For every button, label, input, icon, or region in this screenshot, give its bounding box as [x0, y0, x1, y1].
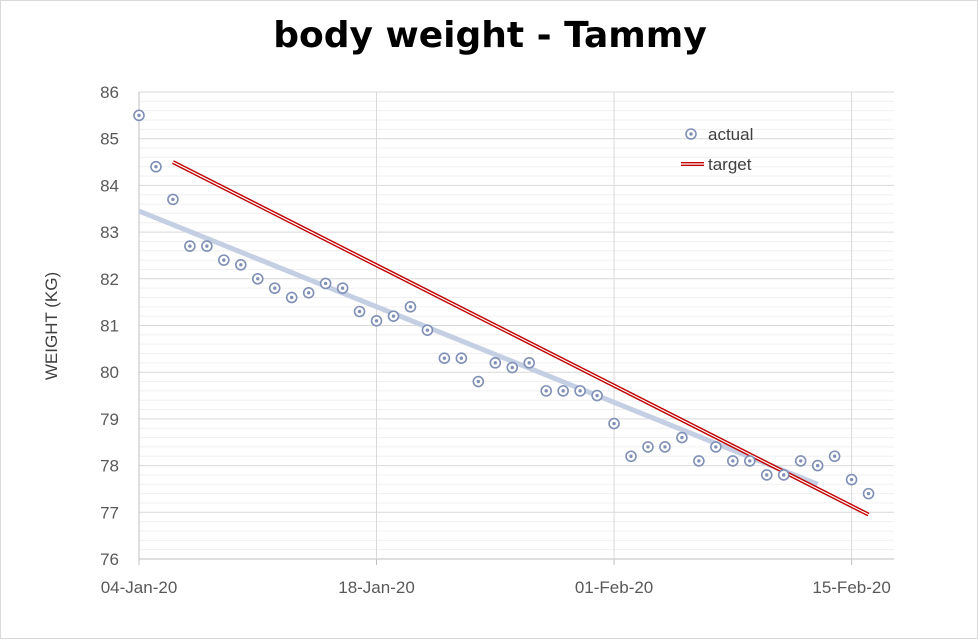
- actual-point: [625, 450, 637, 463]
- y-tick-label: 78: [100, 457, 119, 476]
- major-gridlines: [139, 91, 894, 560]
- actual-points-layer: [133, 109, 875, 500]
- x-tick-label: 15-Feb-20: [812, 578, 890, 597]
- actual-point: [234, 258, 247, 271]
- actual-point: [133, 109, 145, 122]
- actual-point: [251, 272, 264, 285]
- x-axis: 04-Jan-20 18-Jan-20 01-Feb-20 15-Feb-20: [101, 92, 891, 597]
- actual-point: [574, 385, 586, 397]
- actual-point: [676, 431, 688, 444]
- actual-point: [845, 473, 858, 486]
- y-tick-label: 81: [100, 317, 119, 336]
- y-tick-label: 80: [100, 363, 119, 382]
- actual-point: [455, 352, 468, 364]
- actual-point: [319, 277, 332, 290]
- actual-point: [710, 441, 722, 453]
- actual-point: [743, 455, 756, 467]
- actual-point: [693, 455, 705, 467]
- y-tick-label: 82: [100, 270, 119, 289]
- y-axis: 76 77 78 79 80 81 82 83 84 85 86: [100, 83, 119, 569]
- y-tick-label: 86: [100, 83, 119, 102]
- chart-title: body weight - Tammy: [273, 15, 707, 56]
- legend: actual target: [681, 125, 753, 174]
- actual-point: [811, 459, 824, 472]
- actual-point: [760, 469, 773, 481]
- y-axis-title: WEIGHT (KG): [42, 272, 61, 380]
- actual-point: [370, 315, 383, 327]
- actual-point: [201, 240, 213, 252]
- y-tick-label: 84: [100, 176, 119, 195]
- actual-point: [302, 287, 315, 299]
- actual-point: [404, 301, 417, 313]
- actual-point: [862, 487, 875, 500]
- actual-point: [727, 455, 739, 467]
- actual-point: [472, 375, 485, 388]
- actual-point: [828, 450, 841, 463]
- actual-point: [523, 357, 536, 369]
- y-tick-label: 83: [100, 223, 119, 242]
- legend-label-actual: actual: [708, 125, 753, 144]
- actual-point: [506, 361, 519, 374]
- y-tick-label: 76: [100, 550, 119, 569]
- legend-marker-actual: [685, 128, 697, 140]
- actual-point: [268, 282, 281, 294]
- y-tick-label: 79: [100, 410, 119, 429]
- actual-point: [642, 441, 654, 453]
- y-tick-label: 77: [100, 503, 119, 522]
- actual-point: [218, 254, 230, 266]
- x-tick-label: 18-Jan-20: [338, 578, 415, 597]
- actual-point: [184, 240, 196, 252]
- actual-point: [167, 193, 179, 206]
- target-line-inner: [172, 161, 869, 516]
- actual-point: [150, 160, 162, 173]
- actual-point: [659, 441, 671, 453]
- actual-point: [489, 357, 502, 369]
- y-tick-label: 85: [100, 130, 119, 149]
- target-line-layer: [172, 160, 870, 517]
- actual-point: [387, 310, 400, 322]
- actual-point: [285, 291, 298, 304]
- trendline-layer: [138, 208, 819, 487]
- legend-label-target: target: [708, 155, 752, 174]
- actual-point: [777, 469, 790, 481]
- actual-point: [336, 282, 349, 294]
- actual-point: [353, 305, 366, 318]
- actual-point: [557, 385, 569, 397]
- actual-point: [794, 455, 807, 467]
- trendline: [138, 208, 819, 487]
- minor-gridlines: [139, 100, 894, 551]
- actual-point: [421, 324, 434, 336]
- actual-point: [591, 389, 603, 402]
- x-tick-label: 01-Feb-20: [575, 578, 653, 597]
- actual-point: [540, 385, 552, 397]
- actual-point: [608, 417, 620, 430]
- actual-point: [438, 352, 451, 364]
- x-tick-label: 04-Jan-20: [101, 578, 178, 597]
